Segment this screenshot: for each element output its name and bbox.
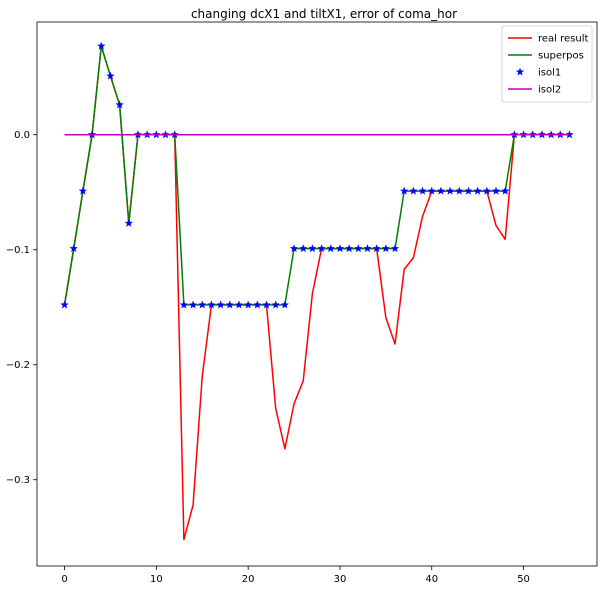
series-isol1-marker xyxy=(280,300,290,309)
legend: real result superpos isol1 isol2 xyxy=(501,25,593,103)
legend-frame xyxy=(501,25,593,103)
series-isol1-marker xyxy=(418,186,427,195)
series-isol1-marker xyxy=(326,244,335,253)
series-isol1-marker xyxy=(234,300,244,309)
series-isol1-marker xyxy=(207,300,216,309)
legend-real-result-label: real result xyxy=(538,34,588,45)
series-isol1-marker xyxy=(97,41,106,50)
series-isol1-marker xyxy=(289,244,299,253)
series-isol1-marker xyxy=(354,244,363,253)
x-tick-label: 50 xyxy=(517,574,530,585)
series-isol1-marker xyxy=(317,244,326,253)
series-isol1-marker xyxy=(308,244,317,253)
plot-background xyxy=(37,22,597,566)
series-isol1-marker xyxy=(299,244,308,253)
series-isol1-marker xyxy=(78,186,88,195)
y-tick-label: 0.0 xyxy=(14,130,30,141)
y-tick-label: −0.2 xyxy=(6,360,30,371)
x-tick-label: 30 xyxy=(334,574,347,585)
x-tick-label: 10 xyxy=(150,574,163,585)
series-isol1-marker xyxy=(427,186,436,195)
series-isol1-marker xyxy=(372,244,381,253)
series-isol1-marker xyxy=(262,300,271,309)
series-isol1-marker xyxy=(344,244,354,253)
x-tick-label: 40 xyxy=(425,574,438,585)
y-tick-label: −0.1 xyxy=(6,245,30,256)
series-isol1-marker xyxy=(445,186,455,195)
series-isol1-marker xyxy=(335,244,345,253)
series-isol1-marker xyxy=(409,186,418,195)
legend-isol1-swatch xyxy=(515,67,525,76)
series-isol1-marker xyxy=(106,71,115,80)
series-isol1-marker xyxy=(400,186,409,195)
series-isol1-marker xyxy=(188,300,198,309)
series-layer xyxy=(60,41,574,541)
series-isol1-marker xyxy=(381,244,391,253)
chart-title: changing dcX1 and tiltX1, error of coma_… xyxy=(191,7,457,21)
series-isol1-marker xyxy=(271,300,280,309)
series-isol1-marker xyxy=(243,300,253,309)
y-tick-label: −0.3 xyxy=(6,475,30,486)
series-isol1-marker xyxy=(473,186,482,195)
legend-superpos-label: superpos xyxy=(538,51,584,62)
axes-frame xyxy=(36,21,598,567)
series-isol1-marker xyxy=(253,300,262,309)
series-isol1-marker xyxy=(69,244,78,253)
legend-isol1-label: isol1 xyxy=(538,68,561,79)
series-isol1-marker xyxy=(198,300,207,309)
series-isol1-marker xyxy=(500,186,510,195)
series-isol1-marker xyxy=(216,300,225,309)
series-isol1-marker xyxy=(482,186,492,195)
series-isol1-marker xyxy=(363,244,372,253)
x-tick-label: 0 xyxy=(61,574,67,585)
series-isol1-marker xyxy=(464,186,473,195)
series-isol1-marker xyxy=(225,300,234,309)
series-isol1-marker xyxy=(390,244,400,253)
series-isol1-marker xyxy=(124,218,134,227)
series-isol1-marker xyxy=(60,300,69,309)
series-isol1-marker xyxy=(436,186,446,195)
legend-isol2-label: isol2 xyxy=(538,85,561,96)
series-isol1-marker xyxy=(491,186,501,195)
x-axis: 0 10 20 30 40 50 xyxy=(61,566,530,585)
x-tick-label: 20 xyxy=(242,574,255,585)
series-isol1-marker xyxy=(455,186,464,195)
plot-area xyxy=(36,21,598,567)
y-axis: 0.0 −0.1 −0.2 −0.3 xyxy=(6,130,37,486)
series-isol1-marker xyxy=(115,100,124,109)
series-isol1-marker xyxy=(179,300,189,309)
